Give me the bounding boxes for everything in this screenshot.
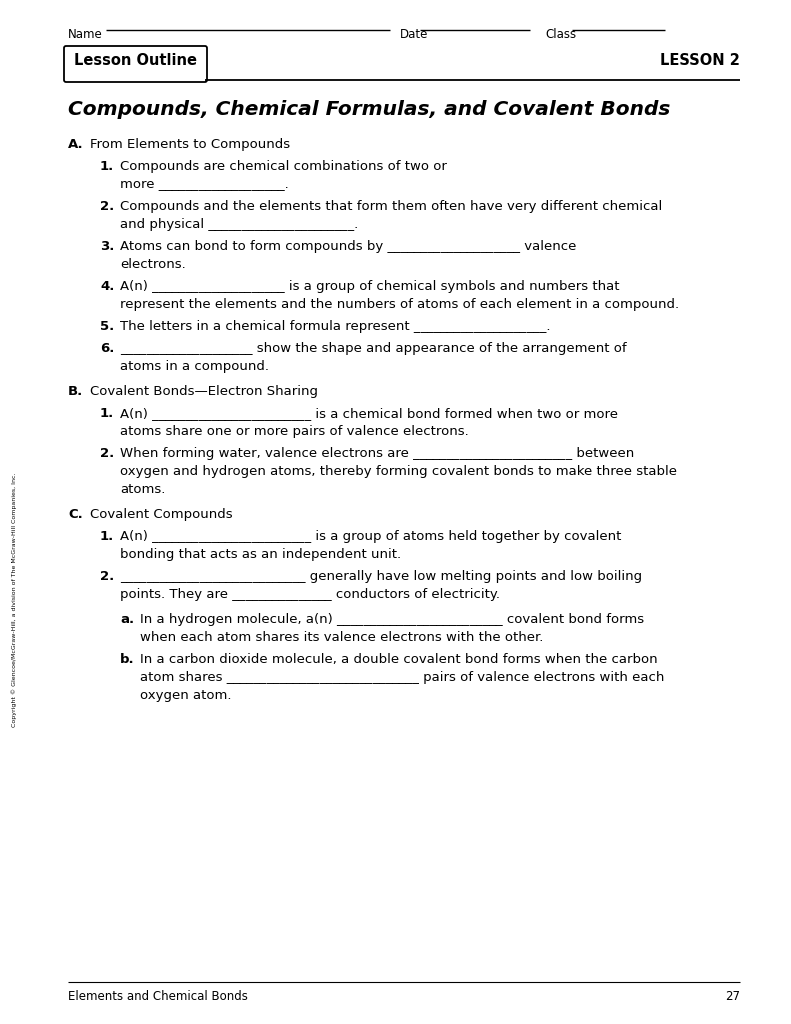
Text: represent the elements and the numbers of atoms of each element in a compound.: represent the elements and the numbers o… (120, 298, 679, 311)
Text: ____________________________ generally have low melting points and low boiling: ____________________________ generally h… (120, 570, 642, 583)
Text: Compounds and the elements that form them often have very different chemical: Compounds and the elements that form the… (120, 200, 662, 213)
Text: Covalent Bonds—Electron Sharing: Covalent Bonds—Electron Sharing (90, 385, 318, 398)
Text: Date: Date (400, 28, 429, 41)
Text: atom shares _____________________________ pairs of valence electrons with each: atom shares ____________________________… (140, 671, 664, 684)
Text: oxygen and hydrogen atoms, thereby forming covalent bonds to make three stable: oxygen and hydrogen atoms, thereby formi… (120, 465, 677, 478)
Text: In a carbon dioxide molecule, a double covalent bond forms when the carbon: In a carbon dioxide molecule, a double c… (140, 653, 657, 666)
Text: ____________________ show the shape and appearance of the arrangement of: ____________________ show the shape and … (120, 342, 626, 355)
Text: Copyright © Glencoe/McGraw-Hill, a division of The McGraw-Hill Companies, Inc.: Copyright © Glencoe/McGraw-Hill, a divis… (11, 473, 17, 727)
Text: Covalent Compounds: Covalent Compounds (90, 508, 233, 521)
Text: 2.: 2. (100, 200, 114, 213)
Text: A(n) ________________________ is a group of atoms held together by covalent: A(n) ________________________ is a group… (120, 530, 622, 543)
Text: Atoms can bond to form compounds by ____________________ valence: Atoms can bond to form compounds by ____… (120, 240, 577, 253)
Text: bonding that acts as an independent unit.: bonding that acts as an independent unit… (120, 548, 401, 561)
Text: C.: C. (68, 508, 83, 521)
Text: Name: Name (68, 28, 103, 41)
Text: Compounds are chemical combinations of two or: Compounds are chemical combinations of t… (120, 160, 447, 173)
Text: B.: B. (68, 385, 83, 398)
Text: b.: b. (120, 653, 134, 666)
Text: points. They are _______________ conductors of electricity.: points. They are _______________ conduct… (120, 588, 500, 601)
Text: 27: 27 (725, 990, 740, 1002)
Text: A(n) ________________________ is a chemical bond formed when two or more: A(n) ________________________ is a chemi… (120, 407, 618, 420)
Text: 1.: 1. (100, 530, 114, 543)
Text: In a hydrogen molecule, a(n) _________________________ covalent bond forms: In a hydrogen molecule, a(n) ___________… (140, 613, 644, 626)
Text: Elements and Chemical Bonds: Elements and Chemical Bonds (68, 990, 248, 1002)
Text: 4.: 4. (100, 280, 115, 293)
Text: 5.: 5. (100, 319, 114, 333)
Text: and physical ______________________.: and physical ______________________. (120, 218, 358, 231)
Text: Lesson Outline: Lesson Outline (74, 53, 197, 68)
Text: atoms share one or more pairs of valence electrons.: atoms share one or more pairs of valence… (120, 425, 469, 438)
Text: oxygen atom.: oxygen atom. (140, 689, 232, 702)
Text: 2.: 2. (100, 447, 114, 460)
Text: 6.: 6. (100, 342, 115, 355)
Text: When forming water, valence electrons are ________________________ between: When forming water, valence electrons ar… (120, 447, 634, 460)
Text: Compounds, Chemical Formulas, and Covalent Bonds: Compounds, Chemical Formulas, and Covale… (68, 100, 671, 119)
Text: 3.: 3. (100, 240, 115, 253)
Text: electrons.: electrons. (120, 258, 186, 271)
Text: The letters in a chemical formula represent ____________________.: The letters in a chemical formula repres… (120, 319, 551, 333)
Text: Class: Class (545, 28, 576, 41)
Text: atoms.: atoms. (120, 483, 165, 496)
FancyBboxPatch shape (64, 46, 207, 82)
Text: when each atom shares its valence electrons with the other.: when each atom shares its valence electr… (140, 631, 543, 644)
Text: 2.: 2. (100, 570, 114, 583)
Text: A.: A. (68, 138, 84, 151)
Text: 1.: 1. (100, 407, 114, 420)
Text: From Elements to Compounds: From Elements to Compounds (90, 138, 290, 151)
Text: 1.: 1. (100, 160, 114, 173)
Text: atoms in a compound.: atoms in a compound. (120, 360, 269, 373)
Text: more ___________________.: more ___________________. (120, 178, 289, 191)
Text: LESSON 2: LESSON 2 (660, 53, 740, 68)
Text: a.: a. (120, 613, 134, 626)
Text: A(n) ____________________ is a group of chemical symbols and numbers that: A(n) ____________________ is a group of … (120, 280, 619, 293)
